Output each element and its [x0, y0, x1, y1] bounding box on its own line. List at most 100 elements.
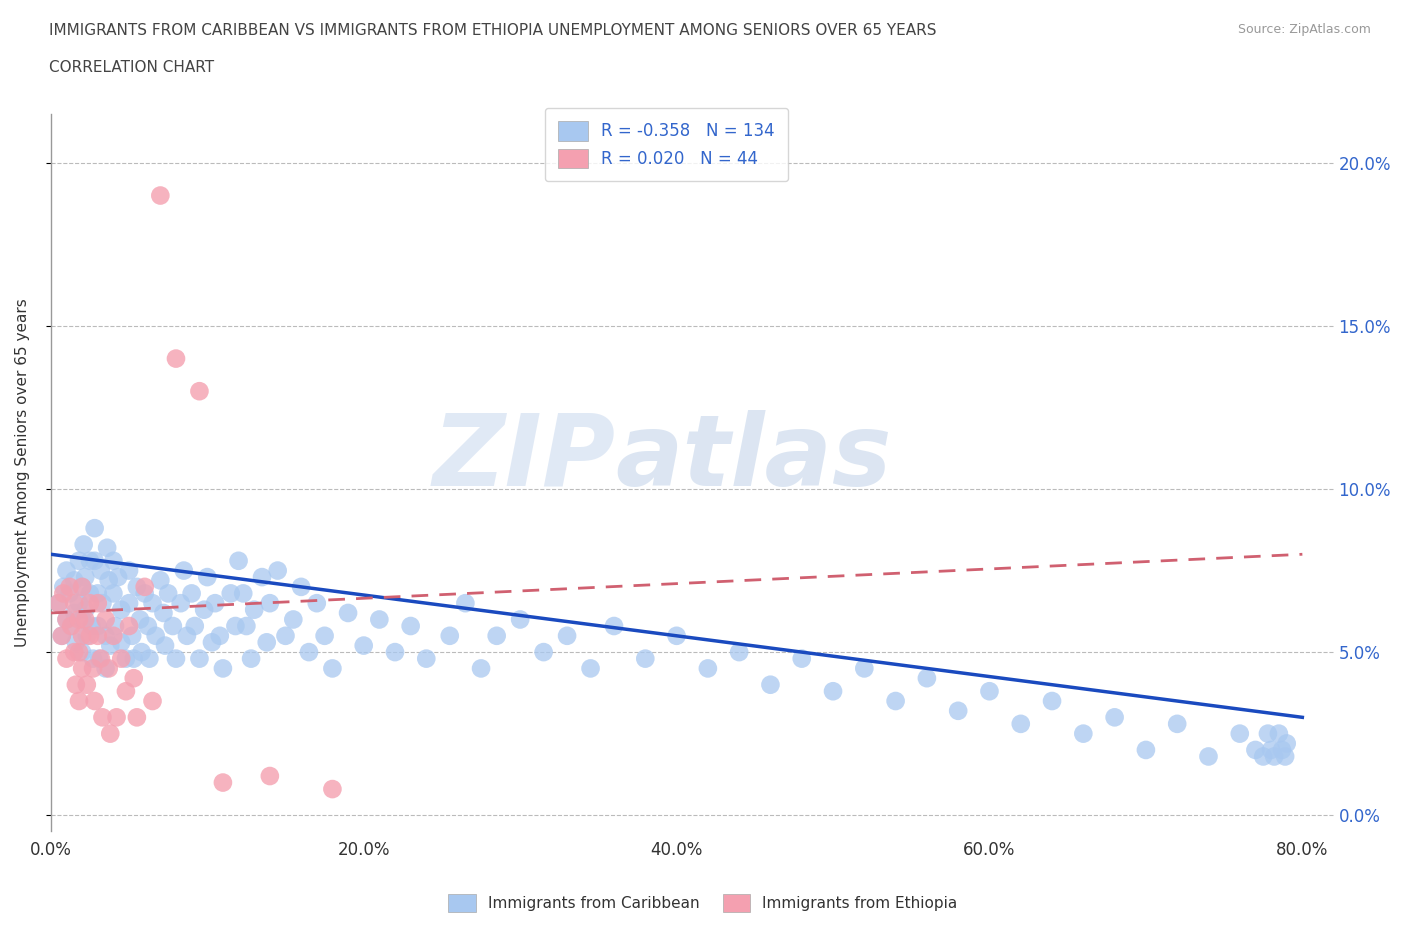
Text: ZIP: ZIP — [432, 410, 616, 507]
Point — [201, 635, 224, 650]
Point — [70, 629, 93, 644]
Point — [122, 671, 145, 685]
Point — [141, 694, 163, 709]
Point — [1251, 749, 1274, 764]
Point — [82, 651, 104, 666]
Point — [555, 629, 578, 644]
Point — [162, 618, 184, 633]
Point — [696, 661, 718, 676]
Point — [98, 638, 121, 653]
Point — [634, 651, 657, 666]
Point — [173, 564, 195, 578]
Point — [70, 644, 93, 659]
Point — [122, 651, 145, 666]
Point — [79, 553, 101, 568]
Point — [115, 684, 138, 698]
Point — [70, 579, 93, 594]
Point — [70, 612, 93, 627]
Point — [90, 651, 112, 666]
Point — [90, 564, 112, 578]
Point — [337, 605, 360, 620]
Point — [80, 618, 103, 633]
Point — [1198, 749, 1220, 764]
Point — [87, 586, 110, 601]
Point — [256, 635, 278, 650]
Point — [149, 188, 172, 203]
Point — [470, 661, 492, 676]
Point — [75, 570, 97, 585]
Point — [83, 521, 105, 536]
Point — [129, 612, 152, 627]
Point — [110, 651, 132, 666]
Point — [1275, 736, 1298, 751]
Point — [212, 775, 235, 790]
Point — [259, 596, 281, 611]
Point — [51, 629, 73, 644]
Point — [65, 635, 87, 650]
Point — [1040, 694, 1063, 709]
Point — [63, 573, 86, 588]
Point — [853, 661, 876, 676]
Point — [83, 553, 105, 568]
Point — [65, 677, 87, 692]
Point — [125, 579, 148, 594]
Point — [134, 579, 156, 594]
Point — [235, 618, 257, 633]
Point — [52, 579, 75, 594]
Point — [63, 605, 86, 620]
Point — [136, 618, 159, 633]
Point — [1263, 749, 1285, 764]
Point — [603, 618, 626, 633]
Point — [250, 570, 273, 585]
Point — [103, 586, 125, 601]
Point — [790, 651, 813, 666]
Point — [55, 651, 77, 666]
Point — [51, 629, 73, 644]
Text: IMMIGRANTS FROM CARIBBEAN VS IMMIGRANTS FROM ETHIOPIA UNEMPLOYMENT AMONG SENIORS: IMMIGRANTS FROM CARIBBEAN VS IMMIGRANTS … — [49, 23, 936, 38]
Point — [59, 586, 82, 601]
Point — [87, 596, 110, 611]
Point — [115, 651, 138, 666]
Point — [1257, 726, 1279, 741]
Point — [243, 603, 266, 618]
Point — [665, 629, 688, 644]
Point — [1260, 742, 1282, 757]
Point — [149, 573, 172, 588]
Legend: Immigrants from Caribbean, Immigrants from Ethiopia: Immigrants from Caribbean, Immigrants fr… — [443, 888, 963, 918]
Point — [60, 618, 83, 633]
Point — [180, 586, 202, 601]
Point — [821, 684, 844, 698]
Point — [321, 781, 343, 796]
Point — [103, 629, 125, 644]
Point — [75, 603, 97, 618]
Point — [188, 384, 211, 399]
Point — [1166, 716, 1188, 731]
Point — [1274, 749, 1296, 764]
Point — [73, 537, 96, 551]
Point — [125, 710, 148, 724]
Point — [76, 629, 98, 644]
Point — [1010, 716, 1032, 731]
Point — [131, 644, 153, 659]
Text: CORRELATION CHART: CORRELATION CHART — [49, 60, 214, 75]
Point — [193, 603, 215, 618]
Point — [91, 596, 114, 611]
Point — [259, 768, 281, 783]
Point — [884, 694, 907, 709]
Point — [165, 352, 187, 366]
Point — [87, 629, 110, 644]
Point — [110, 603, 132, 618]
Point — [314, 629, 336, 644]
Point — [83, 694, 105, 709]
Point — [228, 553, 250, 568]
Point — [266, 564, 288, 578]
Point — [728, 644, 751, 659]
Point — [59, 579, 82, 594]
Point — [368, 612, 391, 627]
Point — [134, 586, 156, 601]
Point — [152, 605, 174, 620]
Point — [321, 661, 343, 676]
Point — [118, 596, 141, 611]
Point — [579, 661, 602, 676]
Point — [63, 644, 86, 659]
